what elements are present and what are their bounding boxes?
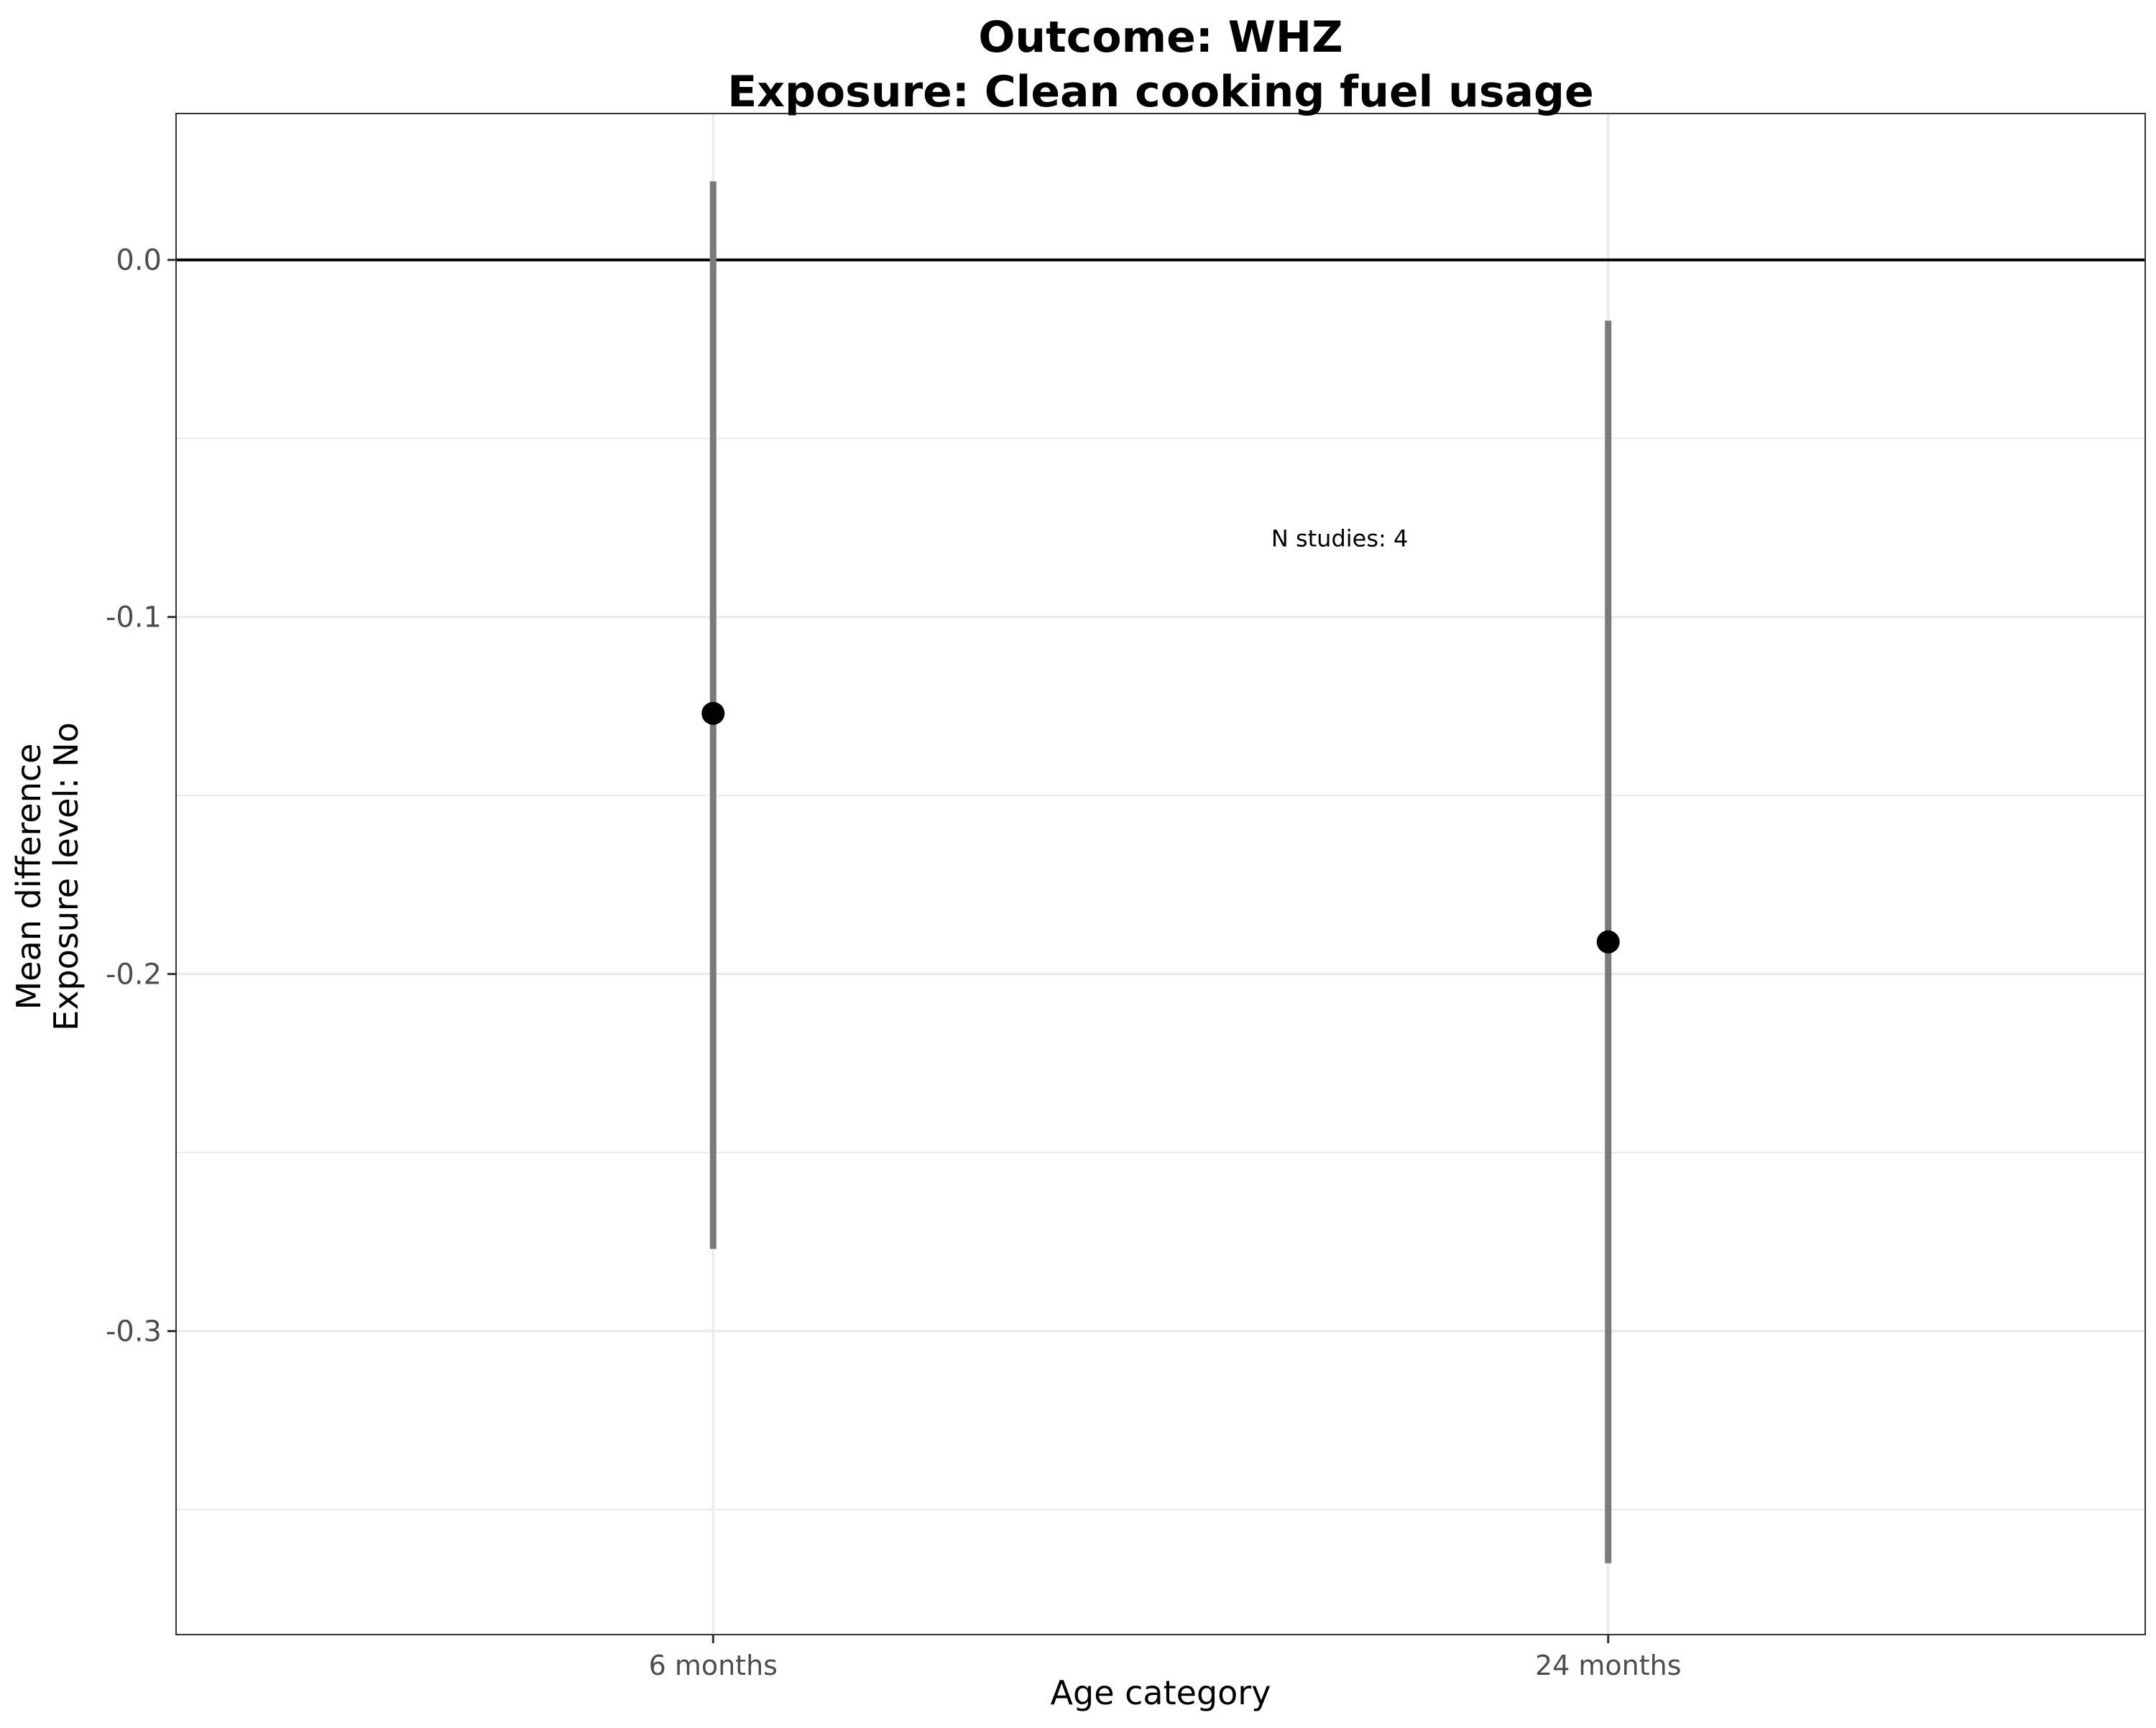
chart-title-line-1: Outcome: WHZ — [978, 12, 1342, 63]
point-estimate-1 — [701, 701, 725, 725]
x-tick-label: 24 months — [1535, 1650, 1682, 1681]
y-tick-label: 0.0 — [116, 244, 162, 277]
point-estimate-2 — [1596, 930, 1620, 953]
chart-title-line-2: Exposure: Clean cooking fuel usage — [727, 67, 1593, 117]
x-tick-label: 6 months — [649, 1650, 778, 1681]
x-axis-label: Age category — [1051, 1673, 1271, 1712]
y-tick-label: -0.3 — [106, 1316, 162, 1349]
y-axis-label-line-2: Exposure level: No — [47, 722, 86, 1031]
y-axis-label-line-1: Mean difference — [9, 744, 48, 1010]
panel-border — [175, 113, 2146, 1635]
axis-layer: 0.0 -0.1 -0.2 -0.3 6 months 24 months — [106, 244, 1682, 1681]
y-tick-label: -0.2 — [106, 958, 162, 992]
annotation-n-studies: N studies: 4 — [1271, 525, 1408, 552]
y-tick-label: -0.1 — [106, 601, 162, 634]
mark-layer — [701, 181, 1620, 1563]
